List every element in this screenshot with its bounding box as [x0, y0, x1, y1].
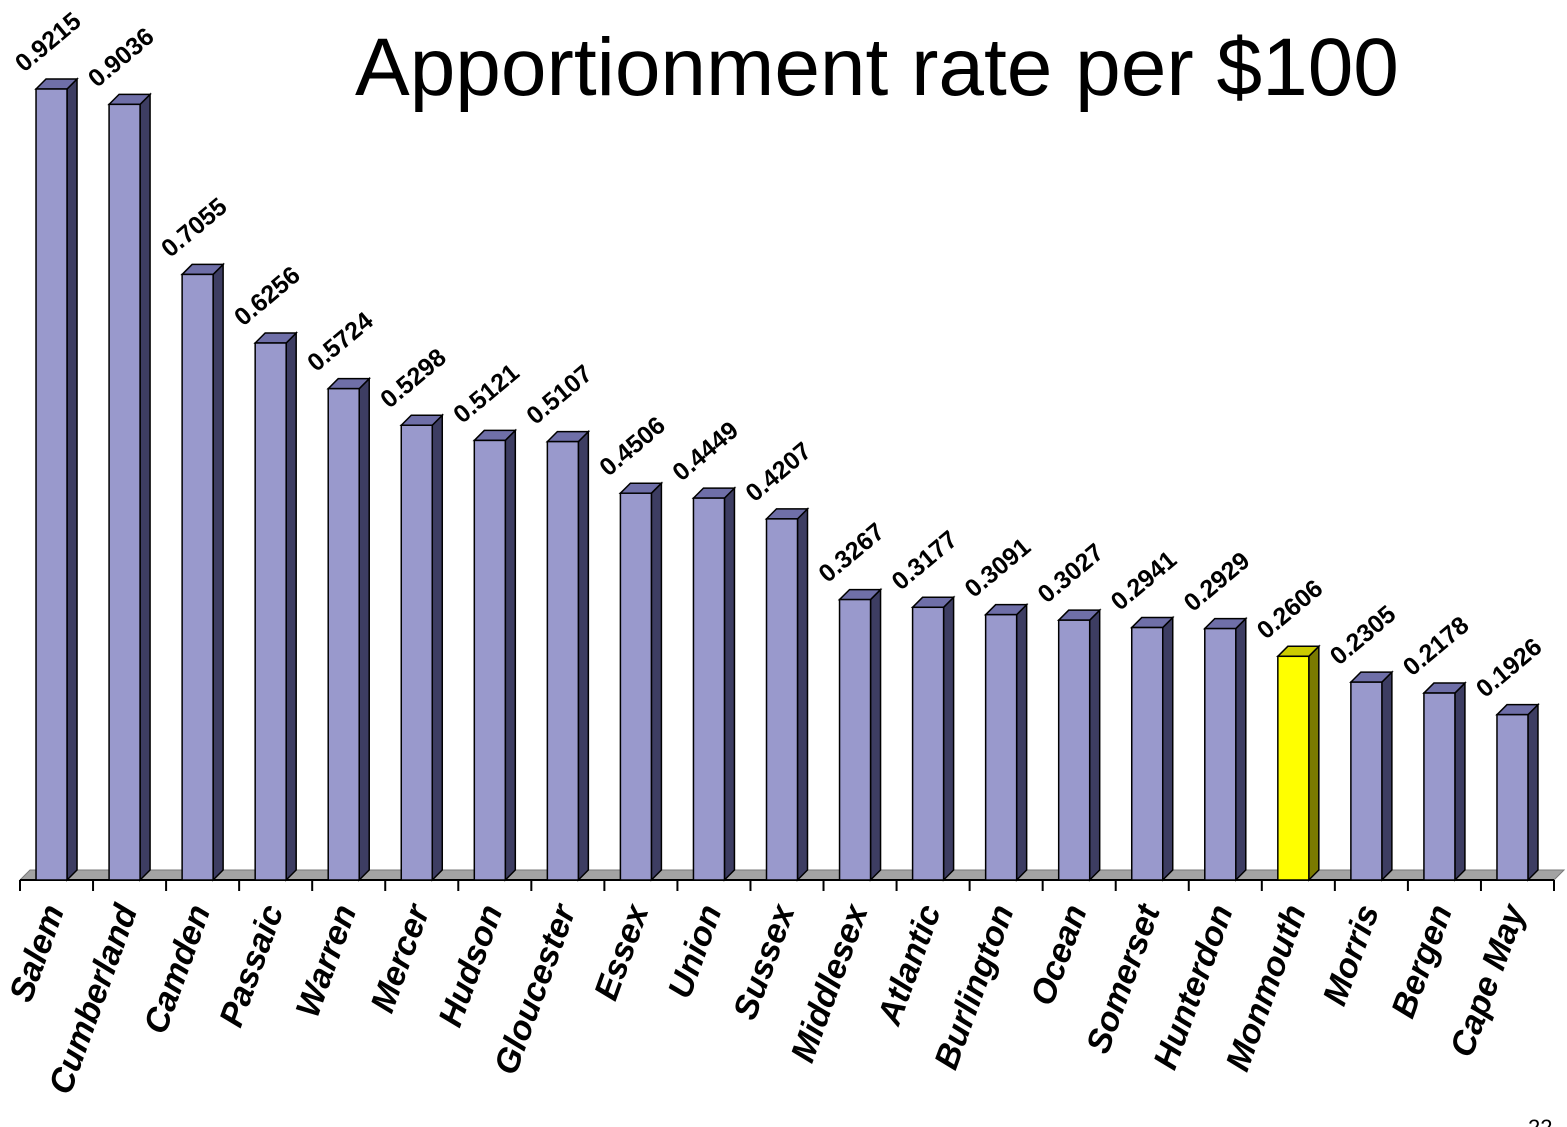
value-label: 0.5298 — [375, 343, 452, 414]
bar — [838, 598, 872, 881]
value-label: 0.4207 — [740, 437, 817, 508]
bar-side — [650, 481, 663, 882]
category-label: Union — [661, 900, 730, 1004]
bar — [254, 342, 287, 881]
value-label: 0.5121 — [448, 358, 525, 429]
bar — [1350, 681, 1383, 881]
bar — [35, 88, 68, 881]
page-number: 22 — [1528, 1115, 1552, 1127]
value-label: 0.6256 — [229, 261, 306, 332]
value-label: 0.9036 — [83, 22, 160, 93]
category-label: Passaic — [212, 900, 291, 1032]
bar-side — [504, 428, 517, 882]
bar — [1423, 692, 1456, 881]
bar — [546, 440, 580, 881]
value-label: 0.4449 — [667, 416, 744, 487]
value-label: 0.5107 — [521, 360, 598, 431]
value-label: 0.2305 — [1325, 600, 1402, 671]
category-label: Warren — [289, 900, 365, 1023]
category-label: Hudson — [431, 900, 510, 1032]
bar — [984, 613, 1018, 881]
category-label: Somerset — [1079, 898, 1168, 1058]
bar — [473, 439, 507, 881]
bar — [619, 492, 653, 881]
bar-side — [431, 413, 444, 882]
category-label: Morris — [1316, 900, 1387, 1011]
value-label: 0.2929 — [1179, 547, 1256, 618]
category-label: Sussex — [726, 898, 803, 1025]
bar — [1057, 619, 1091, 881]
bar-side — [1161, 615, 1174, 882]
category-label: Essex — [587, 898, 657, 1005]
category-label: Camden — [137, 900, 219, 1039]
bar-side — [212, 262, 224, 882]
bar-side — [1088, 608, 1101, 882]
value-label: 0.1926 — [1471, 633, 1548, 704]
bar-side — [723, 486, 736, 882]
value-label: 0.3177 — [886, 525, 963, 596]
bar-side — [869, 587, 882, 882]
category-label: Mercer — [363, 898, 437, 1017]
value-label: 0.9215 — [10, 7, 87, 78]
bar-side — [577, 429, 590, 882]
bar-side — [942, 595, 955, 882]
value-label: 0.2941 — [1106, 545, 1183, 616]
value-label: 0.4506 — [594, 411, 671, 482]
category-label: Ocean — [1023, 900, 1094, 1011]
category-label: Atlantic — [870, 900, 949, 1031]
bar-highlighted — [1277, 655, 1310, 881]
plot-area: 0.9215Salem0.9036Cumberland0.7055Camden0… — [2, 7, 1566, 1099]
value-label: 0.7055 — [156, 192, 233, 263]
bar-side — [796, 507, 809, 882]
category-label: Bergen — [1384, 900, 1460, 1023]
bar — [1496, 713, 1529, 881]
bar-side — [1381, 670, 1393, 882]
bar-side — [1015, 602, 1028, 882]
chart-title: Apportionment rate per $100 — [355, 22, 1399, 113]
bar-side — [1527, 702, 1539, 882]
bar — [400, 424, 434, 881]
category-label: Cape May — [1443, 898, 1534, 1062]
bar-side — [66, 77, 78, 882]
bar — [1204, 627, 1237, 881]
category-label: Salem — [2, 900, 72, 1007]
bar-side — [139, 92, 151, 882]
bar-side — [285, 331, 297, 882]
bar — [181, 273, 214, 881]
bar-side — [358, 376, 370, 882]
value-label: 0.2178 — [1398, 611, 1475, 682]
bar — [911, 606, 945, 881]
value-label: 0.2606 — [1252, 574, 1329, 645]
bar-side — [1454, 681, 1466, 882]
bar-side — [1235, 616, 1247, 882]
value-label: 0.3091 — [960, 533, 1037, 604]
bar — [108, 103, 141, 881]
bar — [765, 518, 799, 881]
value-label: 0.5724 — [302, 307, 379, 378]
bar-side — [1308, 644, 1320, 882]
bar — [1130, 626, 1164, 881]
value-label: 0.3027 — [1033, 538, 1110, 609]
value-label: 0.3267 — [813, 518, 890, 589]
bar — [327, 387, 360, 881]
bar — [692, 497, 726, 881]
